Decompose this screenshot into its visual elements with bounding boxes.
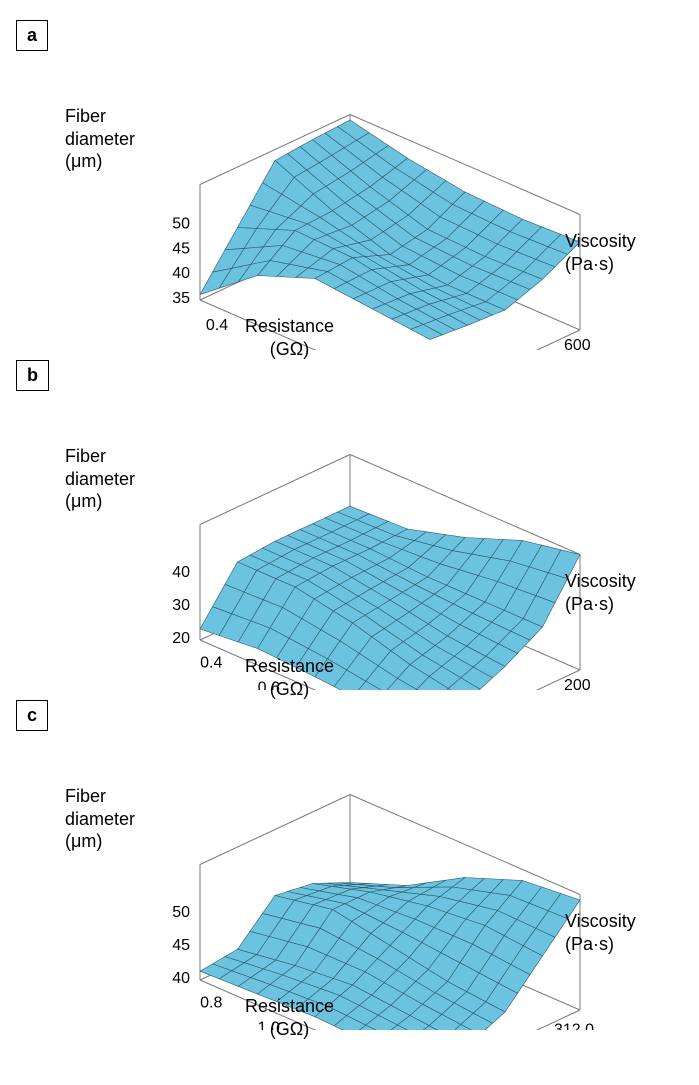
y-axis-label-line: (Pa·s) bbox=[565, 934, 614, 954]
y-axis-label-line: Viscosity bbox=[565, 231, 636, 251]
z-tick: 30 bbox=[172, 597, 190, 614]
z-tick: 40 bbox=[172, 564, 190, 581]
chart-panel-c: cFiberdiameter(μm)Resistance(GΩ)Viscosit… bbox=[10, 700, 689, 1030]
y-axis-label: Viscosity (Pa·s) bbox=[565, 230, 636, 275]
x-axis-label-line: (GΩ) bbox=[270, 1019, 309, 1039]
x-axis-label: Resistance (GΩ) bbox=[245, 995, 334, 1040]
z-axis-label-line: (μm) bbox=[65, 151, 102, 171]
y-axis-label-line: (Pa·s) bbox=[565, 254, 614, 274]
z-tick: 45 bbox=[172, 240, 190, 257]
x-axis-label-line: Resistance bbox=[245, 996, 334, 1016]
z-axis-label-line: (μm) bbox=[65, 831, 102, 851]
surface-chart-b: Fiberdiameter(μm)Resistance(GΩ)Viscosity… bbox=[10, 360, 670, 690]
x-axis-label-line: (GΩ) bbox=[270, 679, 309, 699]
surface-svg: 354045500.40.60.8450500550600 bbox=[10, 20, 670, 350]
z-tick: 40 bbox=[172, 970, 190, 987]
z-tick: 45 bbox=[172, 937, 190, 954]
y-tick: 200 bbox=[564, 677, 591, 690]
x-tick: 0.4 bbox=[200, 655, 222, 672]
z-tick: 40 bbox=[172, 265, 190, 282]
y-axis-label-line: Viscosity bbox=[565, 571, 636, 591]
surface-chart-a: Fiberdiameter(μm)Resistance(GΩ)Viscosity… bbox=[10, 20, 670, 350]
z-axis-label: Fiber diameter(μm) bbox=[65, 785, 135, 853]
z-tick: 50 bbox=[172, 904, 190, 921]
z-axis-label: Fiber diameter(μm) bbox=[65, 445, 135, 513]
z-tick: 50 bbox=[172, 216, 190, 233]
x-tick: 0.4 bbox=[206, 317, 228, 334]
chart-panel-b: bFiberdiameter(μm)Resistance(GΩ)Viscosit… bbox=[10, 360, 689, 690]
surface-svg: 4045500.81.01.21.4309.0310.5312.0 bbox=[10, 700, 670, 1030]
z-axis-label: Fiber diameter(μm) bbox=[65, 105, 135, 173]
z-axis-label-line: diameter bbox=[65, 469, 135, 489]
z-axis-label-line: Fiber bbox=[65, 786, 106, 806]
x-axis-label: Resistance (GΩ) bbox=[245, 315, 334, 360]
x-axis-label: Resistance (GΩ) bbox=[245, 655, 334, 700]
y-axis-label: Viscosity (Pa·s) bbox=[565, 570, 636, 615]
y-tick: 600 bbox=[564, 337, 591, 350]
y-axis-label: Viscosity (Pa·s) bbox=[565, 910, 636, 955]
chart-panel-a: aFiberdiameter(μm)Resistance(GΩ)Viscosit… bbox=[10, 20, 689, 350]
y-tick: 312.0 bbox=[554, 1022, 594, 1030]
surface-chart-c: Fiberdiameter(μm)Resistance(GΩ)Viscosity… bbox=[10, 700, 670, 1030]
x-axis-label-line: Resistance bbox=[245, 656, 334, 676]
z-axis-label-line: (μm) bbox=[65, 491, 102, 511]
z-axis-label-line: diameter bbox=[65, 129, 135, 149]
z-axis-label-line: Fiber bbox=[65, 446, 106, 466]
x-tick: 0.8 bbox=[200, 995, 222, 1012]
x-axis-label-line: (GΩ) bbox=[270, 339, 309, 359]
z-tick: 20 bbox=[172, 630, 190, 647]
z-axis-label-line: Fiber bbox=[65, 106, 106, 126]
x-axis-label-line: Resistance bbox=[245, 316, 334, 336]
surface-svg: 2030400.40.60.81.050100150200 bbox=[10, 360, 670, 690]
y-axis-label-line: Viscosity bbox=[565, 911, 636, 931]
z-tick: 35 bbox=[172, 290, 190, 307]
y-axis-label-line: (Pa·s) bbox=[565, 594, 614, 614]
z-axis-label-line: diameter bbox=[65, 809, 135, 829]
